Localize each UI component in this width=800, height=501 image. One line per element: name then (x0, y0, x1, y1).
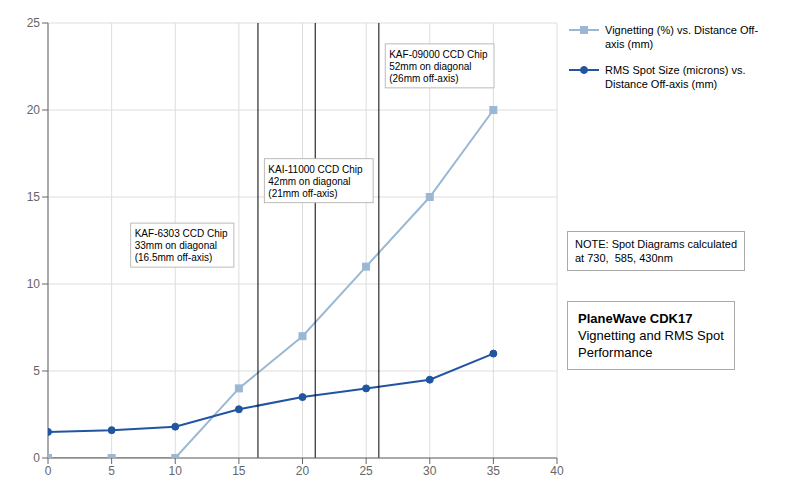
svg-text:5: 5 (108, 464, 115, 478)
svg-text:25: 25 (359, 464, 373, 478)
svg-text:0: 0 (45, 464, 52, 478)
html-text:RMS Spot Size (microns) vs. Di: RMS Spot Size (microns) vs. Distance Off… (605, 64, 746, 90)
svg-text:35: 35 (487, 464, 501, 478)
svg-text:10: 10 (27, 277, 41, 291)
svg-text:10: 10 (169, 464, 183, 478)
html-text:Vignetting (%) vs. Distance Of: Vignetting (%) vs. Distance Off- axis (m… (605, 24, 758, 50)
svg-text:KAI-11000 CCD Chip42mm on diag: KAI-11000 CCD Chip42mm on diagonal(21mm … (268, 164, 363, 199)
svg-text:KAF-6303 CCD Chip33mm on diago: KAF-6303 CCD Chip33mm on diagonal(16.5mm… (135, 228, 228, 263)
svg-text:0: 0 (33, 451, 40, 465)
html-text:PlaneWave CDK17: PlaneWave CDK17 (578, 311, 693, 326)
html-text:NOTE: Spot Diagrams calculated: NOTE: Spot Diagrams calculated at 730, 5… (575, 238, 737, 264)
svg-text:30: 30 (423, 464, 437, 478)
html-text:Vignetting and RMS Spot Perfor: Vignetting and RMS Spot Performance (578, 328, 724, 360)
svg-text:20: 20 (27, 103, 41, 117)
svg-text:KAF-09000 CCD Chip52mm on diag: KAF-09000 CCD Chip52mm on diagonal(26mm … (389, 49, 488, 84)
svg-text:25: 25 (27, 16, 41, 30)
svg-text:20: 20 (296, 464, 310, 478)
svg-text:5: 5 (33, 364, 40, 378)
svg-text:15: 15 (232, 464, 246, 478)
svg-text:40: 40 (550, 464, 564, 478)
svg-text:15: 15 (27, 190, 41, 204)
